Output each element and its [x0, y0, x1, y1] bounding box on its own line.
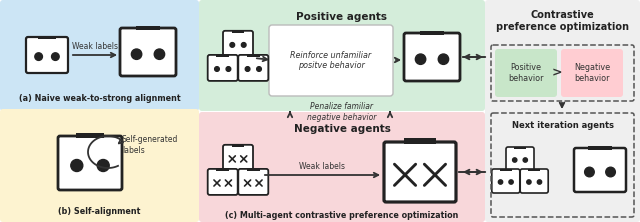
FancyBboxPatch shape [223, 145, 253, 171]
FancyBboxPatch shape [208, 169, 237, 195]
Bar [216, 168, 229, 171]
Text: Penalize familiar
negative behavior: Penalize familiar negative behavior [307, 102, 377, 122]
Circle shape [154, 49, 164, 59]
FancyBboxPatch shape [485, 0, 640, 222]
Bar [136, 26, 161, 30]
Text: Positive agents: Positive agents [296, 12, 387, 22]
Text: Negative
behavior: Negative behavior [574, 63, 610, 83]
Circle shape [509, 180, 513, 184]
Circle shape [97, 159, 109, 172]
FancyBboxPatch shape [0, 109, 199, 222]
Bar [232, 30, 244, 33]
Circle shape [499, 180, 502, 184]
Bar [420, 31, 444, 35]
Text: Reinforce unfamiliar
positve behavior: Reinforce unfamiliar positve behavior [291, 51, 372, 70]
Text: (a) Naive weak-to-strong alignment: (a) Naive weak-to-strong alignment [19, 94, 180, 103]
Circle shape [230, 43, 235, 47]
Circle shape [513, 158, 517, 162]
FancyBboxPatch shape [561, 49, 623, 97]
Text: (b) Self-alignment: (b) Self-alignment [58, 207, 141, 216]
FancyBboxPatch shape [492, 169, 520, 193]
Circle shape [241, 43, 246, 47]
Text: Contrastive
preference optimization: Contrastive preference optimization [496, 10, 629, 32]
Bar [38, 36, 56, 39]
Circle shape [415, 54, 426, 64]
Bar [247, 54, 260, 57]
FancyBboxPatch shape [238, 169, 268, 195]
FancyBboxPatch shape [384, 142, 456, 202]
Bar [589, 146, 612, 150]
FancyBboxPatch shape [199, 112, 485, 222]
Circle shape [585, 167, 595, 177]
Bar [515, 147, 526, 149]
Circle shape [245, 67, 250, 71]
FancyBboxPatch shape [208, 55, 237, 81]
Bar [500, 168, 511, 171]
Text: Weak labels: Weak labels [72, 42, 118, 51]
Circle shape [52, 53, 59, 60]
Circle shape [257, 67, 261, 71]
FancyBboxPatch shape [26, 37, 68, 73]
Circle shape [131, 49, 142, 59]
FancyBboxPatch shape [495, 49, 557, 97]
Bar [232, 144, 244, 147]
FancyBboxPatch shape [120, 28, 176, 76]
FancyBboxPatch shape [269, 25, 393, 96]
Circle shape [214, 67, 220, 71]
Bar [216, 54, 229, 57]
Bar [76, 133, 104, 138]
Text: Weak labels: Weak labels [299, 162, 345, 171]
Circle shape [538, 180, 541, 184]
Bar [404, 138, 436, 144]
Text: (c) Multi-agent contrastive preference optimization: (c) Multi-agent contrastive preference o… [225, 211, 459, 220]
FancyBboxPatch shape [223, 31, 253, 57]
FancyBboxPatch shape [574, 148, 626, 192]
Circle shape [605, 167, 615, 177]
Circle shape [71, 159, 83, 172]
FancyBboxPatch shape [520, 169, 548, 193]
Circle shape [527, 180, 531, 184]
Bar [247, 168, 260, 171]
Text: Self-generated
labels: Self-generated labels [122, 135, 179, 155]
Circle shape [438, 54, 449, 64]
FancyBboxPatch shape [238, 55, 268, 81]
Circle shape [226, 67, 231, 71]
FancyBboxPatch shape [58, 136, 122, 190]
FancyBboxPatch shape [0, 0, 199, 111]
Bar [529, 168, 540, 171]
FancyBboxPatch shape [506, 147, 534, 171]
Text: Next iteration agents: Next iteration agents [511, 121, 614, 130]
Text: Negative agents: Negative agents [294, 124, 390, 134]
Circle shape [523, 158, 527, 162]
Text: Positive
behavior: Positive behavior [508, 63, 544, 83]
FancyBboxPatch shape [404, 33, 460, 81]
FancyBboxPatch shape [199, 0, 485, 111]
Text: >: > [552, 67, 563, 79]
Circle shape [35, 53, 42, 60]
